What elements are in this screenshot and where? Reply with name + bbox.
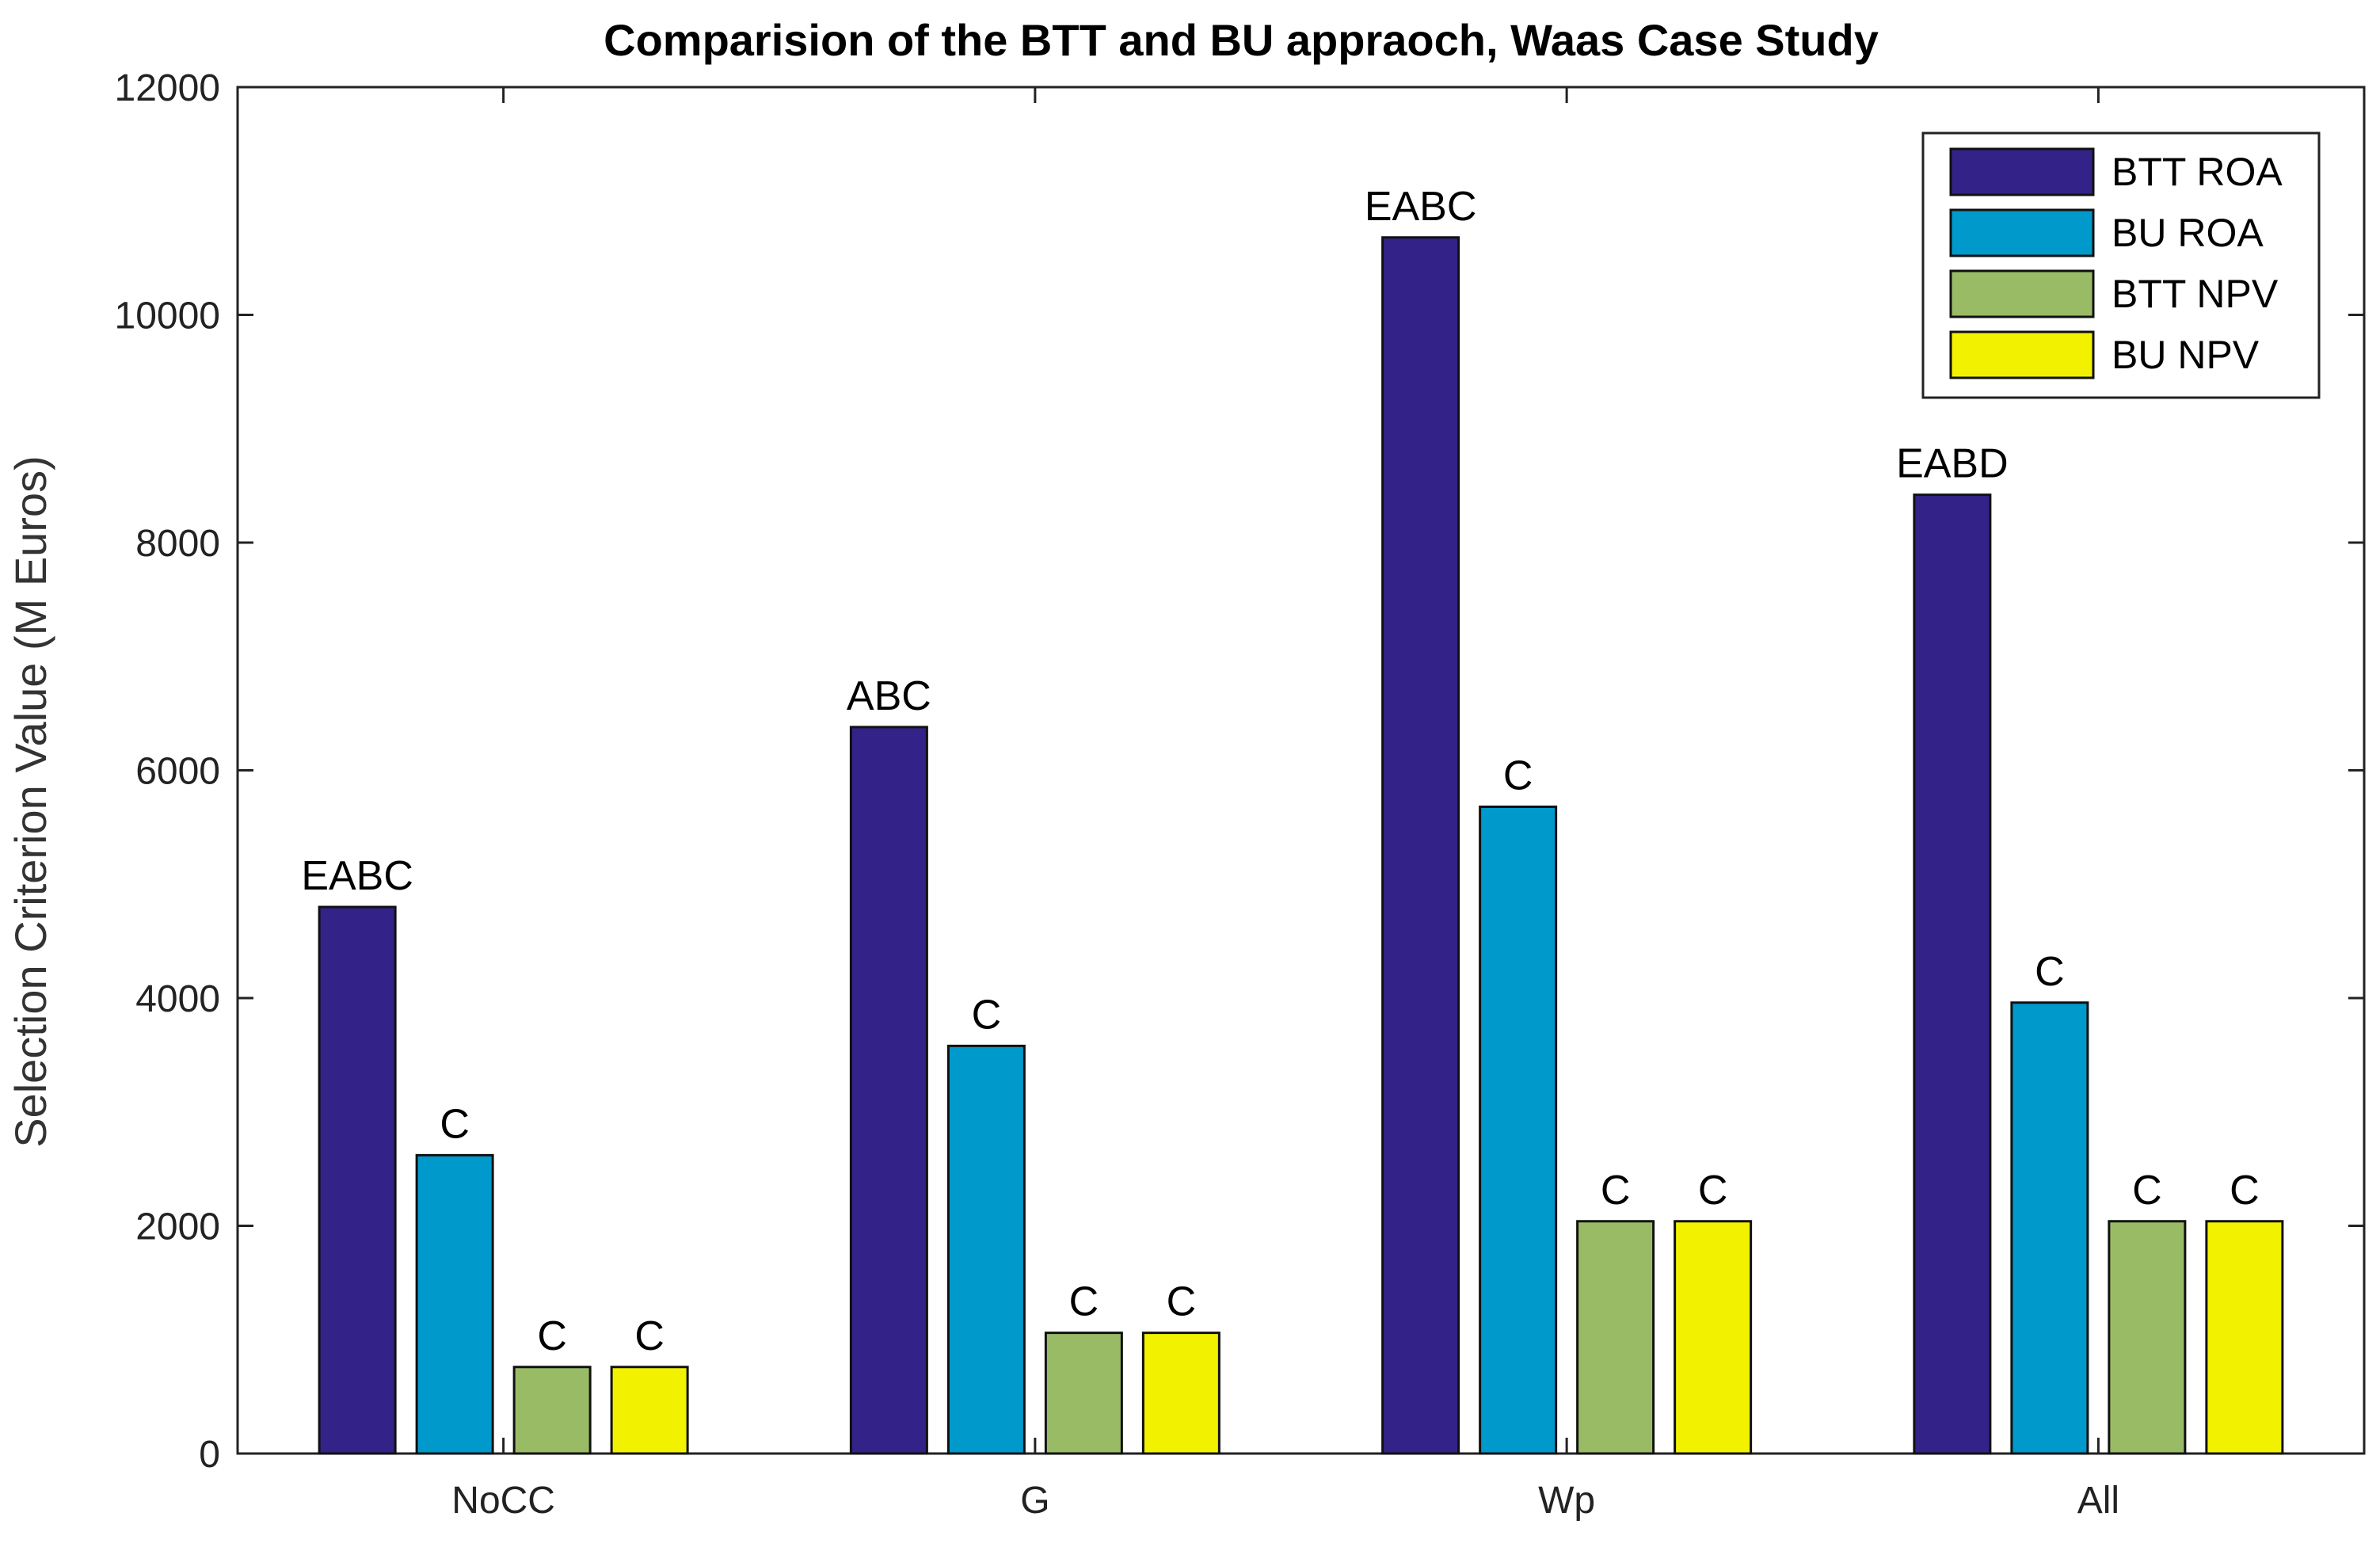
legend-swatch xyxy=(1949,208,2095,257)
legend-entry-label: BTT ROA xyxy=(2112,150,2283,194)
bar-bu-roa-g xyxy=(946,1044,1026,1455)
chart-title: Comparision of the BTT and BU appraoch, … xyxy=(604,15,1879,65)
axes-group: 0 2000 4000 6000 8000 10000 12000 NoCC G Wp All xyxy=(115,67,2366,1522)
bar-data-label: C xyxy=(1601,1168,1631,1214)
bar-data-label: ABC xyxy=(847,673,931,719)
legend-entry-label: BTT NPV xyxy=(2112,272,2279,316)
bar-btt-npv-wp xyxy=(1576,1220,1655,1455)
bar-data-label: C xyxy=(1503,753,1533,799)
bar-data-label: C xyxy=(972,992,1002,1038)
legend-swatch xyxy=(1949,147,2095,196)
bar-bu-npv-wp xyxy=(1674,1220,1753,1455)
bar-data-label: C xyxy=(2035,949,2065,995)
bar-data-label: EABD xyxy=(1896,441,2009,487)
bar-data-label: C xyxy=(537,1313,567,1359)
bar-bu-roa-wp xyxy=(1479,806,1558,1455)
bar-btt-roa-nocc xyxy=(318,905,397,1455)
x-tick-label: NoCC xyxy=(451,1480,555,1522)
bars-group: EABC C C C ABC C C C EABC C C C EABD C C C xyxy=(301,184,2284,1455)
bar-btt-npv-all xyxy=(2108,1220,2187,1455)
bar-btt-npv-g xyxy=(1044,1332,1123,1455)
bar-btt-roa-all xyxy=(1913,493,1992,1455)
bar-btt-roa-wp xyxy=(1381,236,1460,1455)
y-axis-label: Selection Criterion Value (M Euros) xyxy=(6,455,55,1148)
bar-btt-npv-nocc xyxy=(512,1366,592,1455)
bar-bu-roa-nocc xyxy=(415,1153,494,1455)
y-tick-label: 6000 xyxy=(135,751,220,793)
bar-data-label: C xyxy=(1698,1168,1728,1214)
bar-data-label: EABC xyxy=(1365,184,1477,230)
y-tick-label: 10000 xyxy=(115,295,220,337)
bar-bu-npv-g xyxy=(1141,1332,1220,1455)
bar-bu-roa-all xyxy=(2010,1001,2089,1455)
bar-data-label: C xyxy=(440,1101,470,1147)
x-tick-label: All xyxy=(2077,1480,2119,1522)
y-tick-label: 8000 xyxy=(135,523,220,565)
legend-entry-label: BU ROA xyxy=(2112,211,2264,255)
y-tick-label: 12000 xyxy=(115,67,220,109)
x-tick-label: Wp xyxy=(1538,1480,1595,1522)
legend-entry-label: BU NPV xyxy=(2112,333,2260,377)
x-tick-label: G xyxy=(1020,1480,1049,1522)
bar-data-label: C xyxy=(2132,1168,2162,1214)
bar-data-label: C xyxy=(1069,1279,1099,1325)
bar-btt-roa-g xyxy=(849,726,928,1455)
legend-swatch xyxy=(1949,269,2095,318)
bar-bu-npv-nocc xyxy=(610,1366,689,1455)
bar-data-label: C xyxy=(1167,1279,1197,1325)
legend: BTT ROA BU ROA BTT NPV BU NPV xyxy=(1921,131,2321,399)
legend-swatch xyxy=(1949,330,2095,379)
y-tick-label: 2000 xyxy=(135,1206,220,1248)
bar-data-label: C xyxy=(2230,1168,2260,1214)
bar-data-label: C xyxy=(634,1313,664,1359)
y-tick-label: 0 xyxy=(199,1434,220,1476)
bar-data-label: EABC xyxy=(301,853,413,899)
bar-bu-npv-all xyxy=(2205,1220,2284,1455)
y-tick-label: 4000 xyxy=(135,978,220,1020)
